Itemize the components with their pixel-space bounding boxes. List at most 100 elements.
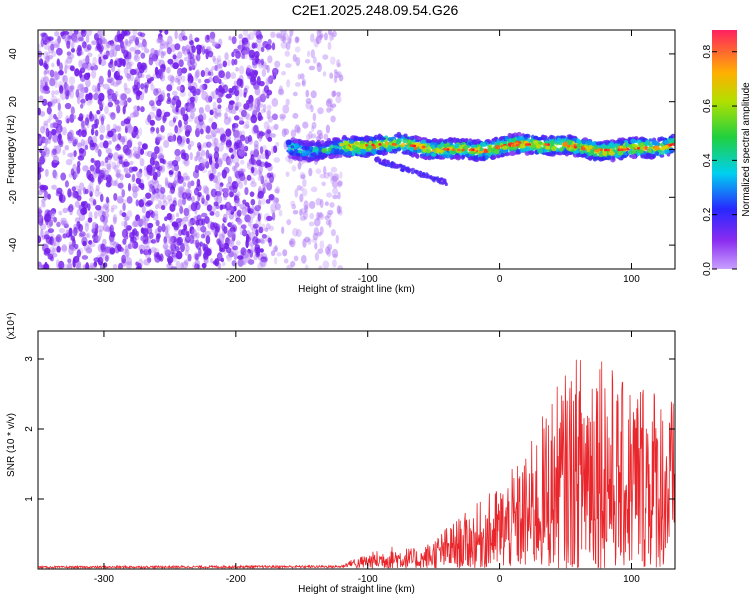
noise-blob [112, 81, 119, 87]
signal-peak [606, 148, 610, 152]
noise-blob [61, 74, 66, 82]
noise-blob [51, 240, 57, 247]
noise-blob [95, 143, 99, 151]
noise-blob [44, 69, 50, 75]
noise-blob [38, 136, 42, 142]
noise-blob [264, 227, 269, 232]
noise-blob [38, 189, 43, 196]
noise-blob [312, 112, 317, 122]
signal-peak [566, 145, 571, 148]
signal-blob [416, 136, 422, 141]
noise-blob [128, 51, 132, 60]
noise-blob [326, 192, 333, 198]
signal-blob [301, 150, 307, 154]
signal-blob [543, 149, 549, 153]
noise-blob [212, 101, 217, 111]
noise-blob [248, 49, 256, 59]
noise-blob [91, 40, 97, 46]
noise-blob [260, 46, 265, 53]
noise-blob [164, 41, 169, 50]
noise-blob [217, 254, 223, 260]
noise-blob [99, 262, 104, 269]
noise-blob [312, 232, 319, 241]
signal-blob [654, 151, 660, 156]
noise-blob [115, 178, 119, 186]
noise-blob [266, 114, 271, 120]
noise-blob [217, 89, 224, 98]
noise-blob [112, 213, 118, 223]
noise-blob [68, 76, 76, 86]
colorbar-tick-label: 0.2 [702, 207, 713, 221]
noise-blob [187, 181, 192, 190]
noise-blob [260, 108, 266, 114]
noise-blob [301, 80, 305, 86]
noise-blob [257, 176, 263, 181]
y-axis-label: SNR (10 * v/v) [6, 413, 17, 477]
signal-blob [396, 147, 402, 152]
noise-blob [259, 171, 263, 179]
noise-blob [87, 93, 92, 99]
noise-blob [133, 125, 138, 133]
noise-blob [200, 212, 208, 218]
signal-branch-blob [376, 156, 380, 160]
noise-blob [308, 130, 313, 139]
noise-blob [69, 151, 76, 161]
noise-blob [160, 205, 166, 211]
noise-blob [81, 30, 86, 34]
noise-blob [329, 72, 334, 80]
noise-blob [90, 158, 95, 163]
noise-blob [150, 84, 155, 91]
noise-blob [163, 236, 168, 244]
noise-blob [225, 156, 231, 166]
noise-blob [91, 84, 97, 93]
noise-blob [138, 168, 143, 174]
signal-blob [327, 147, 332, 152]
noise-blob [308, 221, 315, 227]
noise-blob [323, 172, 330, 179]
noise-blob [323, 32, 328, 41]
noise-blob [76, 208, 81, 216]
noise-blob [310, 33, 315, 43]
noise-blob [117, 244, 122, 252]
signal-blob [598, 153, 603, 158]
signal-blob [606, 155, 612, 161]
noise-blob [150, 239, 157, 244]
noise-blob [69, 65, 75, 72]
noise-blob [220, 241, 225, 249]
noise-blob [260, 197, 266, 205]
noise-blob [251, 58, 258, 66]
noise-blob [121, 45, 128, 51]
noise-blob [160, 187, 166, 194]
signal-blob [509, 150, 516, 157]
noise-blob [80, 208, 86, 215]
noise-blob [183, 56, 189, 62]
noise-blob [45, 127, 50, 138]
noise-blob [145, 252, 151, 260]
signal-blob [438, 138, 444, 142]
signal-blob [611, 155, 616, 161]
noise-blob [144, 240, 150, 249]
noise-blob [94, 235, 102, 241]
noise-blob [182, 181, 187, 187]
noise-blob [122, 105, 126, 115]
noise-blob [78, 147, 85, 154]
noise-blob [145, 210, 151, 219]
signal-branch-blob [401, 165, 405, 170]
noise-blob [177, 185, 185, 192]
noise-blob [117, 182, 124, 189]
noise-blob [261, 233, 267, 239]
noise-blob [174, 30, 178, 40]
noise-blob [177, 170, 182, 180]
signal-branch-blob [436, 179, 440, 183]
noise-blob [250, 77, 257, 86]
noise-blob [52, 169, 57, 179]
noise-blob [51, 90, 55, 97]
noise-blob [257, 213, 261, 222]
noise-blob [256, 37, 262, 44]
noise-blob [228, 147, 234, 153]
noise-blob [213, 195, 219, 202]
signal-blob [631, 138, 636, 144]
noise-blob [325, 219, 331, 226]
noise-blob [176, 51, 183, 59]
noise-blob [94, 160, 98, 167]
